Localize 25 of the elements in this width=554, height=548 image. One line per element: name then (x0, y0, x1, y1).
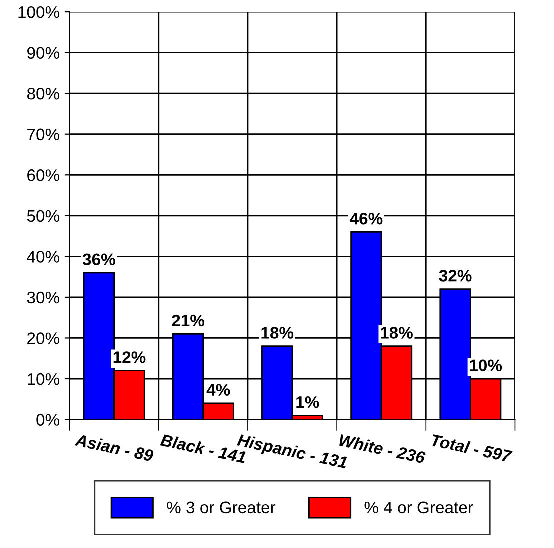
text: 12% (114, 352, 146, 364)
text: 4% (206, 384, 230, 396)
y-tick-label: 70% (28, 128, 60, 141)
text: 1% (296, 396, 320, 408)
y-tick-label: 50% (27, 210, 60, 222)
legend-label: % 4 or Greater (364, 502, 474, 514)
text: 36% (82, 254, 116, 266)
legend-label: % 3 or Greater (167, 502, 276, 514)
text: 46% (350, 212, 383, 225)
text: 10% (470, 360, 502, 372)
y-tick-label: 10% (28, 373, 60, 386)
y-tick-label: 20% (28, 332, 60, 344)
y-tick-label: 90% (28, 47, 60, 60)
y-tick-label: 40% (27, 251, 60, 263)
text: 32% (439, 270, 472, 282)
y-tick-label: 0% (36, 414, 60, 426)
text: 18% (262, 327, 294, 339)
y-tick-label: 60% (28, 170, 60, 182)
y-tick-label: 30% (27, 292, 60, 304)
x-tick-label: Asian - 89 (74, 434, 154, 462)
y-tick-label: 80% (27, 88, 60, 100)
x-tick-label: Total - 597 (430, 434, 513, 463)
text: 21% (172, 314, 205, 327)
text: 18% (381, 327, 413, 339)
y-tick-label: 100% (18, 6, 60, 18)
